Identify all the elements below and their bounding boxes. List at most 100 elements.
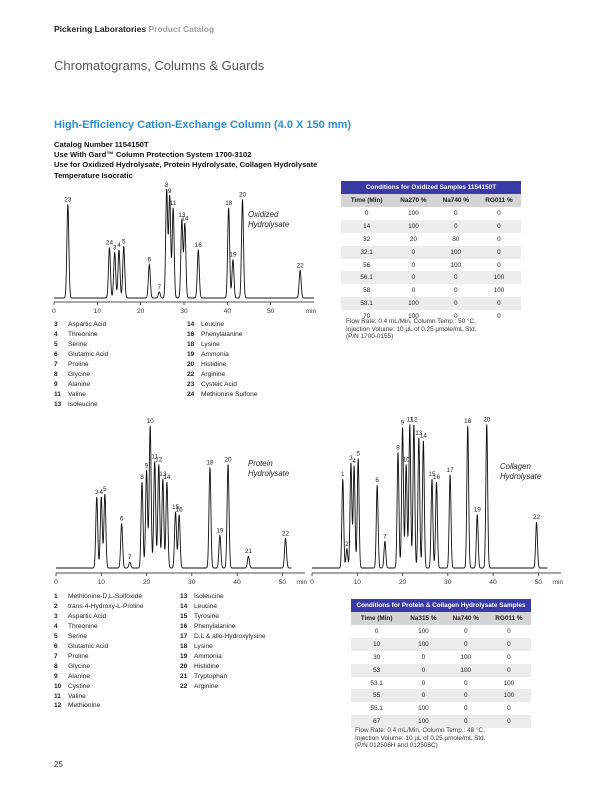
x-axis-label: min: [297, 579, 308, 586]
col-header: Na740 %: [434, 194, 477, 207]
peak-label: 3: [113, 244, 117, 251]
catalog-number: Catalog Number 1154150T: [54, 140, 149, 149]
peak-label: 6: [375, 477, 379, 484]
legend-item: 5 Serine: [54, 340, 88, 348]
legend-item: 14 Leucine: [187, 321, 225, 328]
peak-label: 10: [403, 456, 411, 463]
peak-label: 22: [533, 514, 541, 521]
peak-label: 6: [148, 256, 152, 263]
peak-label: 24: [106, 240, 114, 247]
col-header: Time (Min): [341, 194, 393, 207]
legend-item: 22 Arginine: [180, 682, 219, 690]
x-tick-label: 20: [137, 308, 145, 315]
peak-label: 7: [128, 554, 132, 561]
legend-item: 7 Proline: [54, 360, 89, 368]
peak-label: 12: [410, 416, 418, 423]
legend-item: 4 Threonine: [54, 330, 98, 338]
legend-item: 18 Lysine: [187, 340, 220, 348]
peak-label: 7: [158, 284, 162, 291]
x-tick-label: 30: [180, 308, 188, 315]
x-tick-label: 40: [233, 579, 241, 586]
table-row: 32 20 80 0: [341, 232, 521, 246]
section-title: Chromatograms, Columns & Guards: [54, 58, 265, 73]
peak-label: 16: [433, 474, 441, 481]
page-number: 25: [54, 760, 63, 769]
legend-item: 20 Histidine: [187, 360, 227, 368]
legend-item: 9 Alanine: [54, 672, 90, 680]
legend-item: 8 Glycine: [54, 370, 90, 378]
table-row: 53 0 100 0: [351, 663, 531, 677]
peak-label: 6: [120, 516, 124, 523]
peak-label: 9: [401, 419, 405, 426]
peak-label: 20: [483, 416, 491, 423]
legend-item: 9 Alanine: [54, 380, 90, 388]
legend-item: 4 Threonine: [54, 622, 98, 630]
legend-item: 11 Valine: [54, 692, 86, 700]
legend-item: 17 D,L & allo-Hydroxylysine: [180, 632, 266, 640]
legend-item: 13 Isoleucine: [54, 400, 98, 408]
peak-label: 7: [383, 533, 387, 540]
x-tick-label: 50: [267, 308, 275, 315]
x-tick-label: 30: [444, 579, 452, 586]
col-header: Na315 %: [402, 612, 445, 625]
x-tick-label: 50: [279, 579, 287, 586]
col-header: RG011 %: [476, 194, 521, 207]
peak-label: 23: [64, 196, 72, 203]
col-header: Na270 %: [392, 194, 435, 207]
peak-label: 19: [229, 252, 237, 259]
catalog-header: Pickering Laboratories Product Catalog: [54, 24, 214, 34]
peak-label: 4: [99, 489, 103, 496]
legend-item: 10 Cystine: [54, 682, 90, 690]
legend-item: 18 Lysine: [180, 642, 213, 650]
chart-title-line: Collagen: [500, 462, 531, 471]
legend-item: 16 Phenylalanine: [187, 330, 243, 338]
peak-label: 9: [145, 462, 149, 469]
legend-item: 24 Methionine Sulfone: [187, 390, 258, 398]
legend-item: 19 Ammonia: [180, 652, 222, 660]
legend-item: 6 Glutamic Acid: [54, 350, 109, 358]
protein-conditions-table: Conditions for Protein & Collagen Hydrol…: [351, 599, 531, 729]
table-row: 32.1 0 100 0: [341, 245, 521, 259]
peak-label: 3: [95, 489, 99, 496]
legend-item: 6 Glutamic Acid: [54, 642, 109, 650]
temperature: Temperature Isocratic: [54, 170, 133, 180]
peak-label: 2: [345, 541, 349, 548]
x-tick-label: 40: [489, 579, 497, 586]
legend-item: 12 Methionine: [54, 702, 101, 710]
table-row: 70 100 0 0: [341, 310, 521, 324]
peak-label: 10: [147, 418, 155, 425]
x-tick-label: 20: [399, 579, 407, 586]
table-row: 55 0 0 100: [351, 689, 531, 703]
oxidized-conditions-table: Conditions for Oxidized Samples 1154150T…: [341, 181, 521, 324]
peak-label: 5: [103, 486, 107, 493]
chromatogram-trace: [54, 189, 314, 299]
table-row: 55.1 100 0 0: [351, 702, 531, 716]
legend-item: 15 Tyrosine: [180, 612, 219, 620]
legend-item: 21 Tryptophan: [180, 672, 228, 680]
peak-label: 15: [172, 504, 180, 511]
table-row: 10 100 0 0: [351, 637, 531, 651]
peak-label: 13: [415, 430, 423, 437]
peak-label: 13: [178, 212, 186, 219]
protein-notes: Flow Rate: 0.4 mL/Min, Column Temp.: 48 …: [355, 727, 486, 750]
peak-label: 5: [356, 450, 360, 457]
chromatogram-trace: [56, 425, 292, 569]
peak-label: 18: [206, 459, 214, 466]
table-caption: Conditions for Protein & Collagen Hydrol…: [351, 599, 531, 612]
peak-label: 16: [176, 507, 184, 514]
table-row: 53.1 0 0 100: [351, 676, 531, 690]
oxidized-legend-left: 3 Aspartic Acid 4 Threonine 5 Serine 6 Gluta…: [54, 320, 108, 410]
guard-system: Use With Gard™ Column Protection System …: [54, 150, 252, 160]
oxidized-notes: Flow Rate: 0.4 mL/Min, Column Temp.: 50 …: [346, 318, 477, 341]
legend-item: 16 Phenylalanine: [180, 622, 236, 630]
peak-label: 22: [297, 262, 305, 269]
peak-label: 20: [224, 456, 232, 463]
peak-label: 5: [122, 238, 126, 245]
legend-item: 19 Ammonia: [187, 350, 229, 358]
legend-item: 20 Histidine: [180, 662, 220, 670]
peak-label: 14: [181, 216, 189, 223]
chart-title-line: Hydrolysate: [248, 220, 290, 229]
peak-label: 1: [341, 471, 345, 478]
